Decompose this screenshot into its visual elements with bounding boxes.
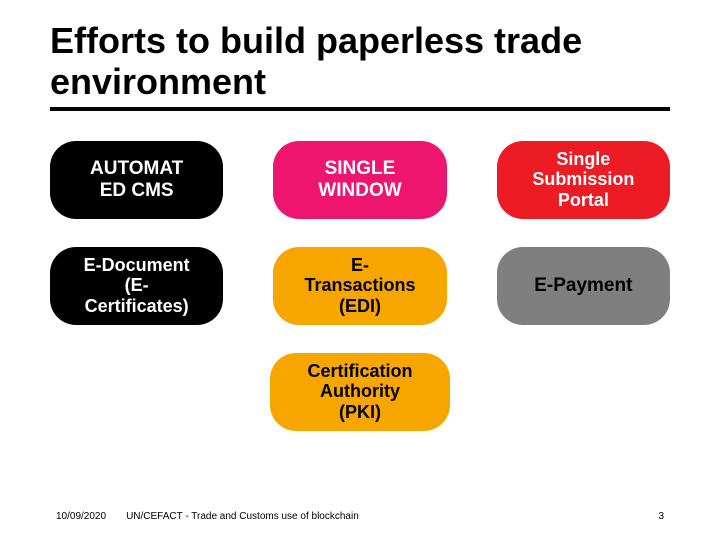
pill-single-window: SINGLEWINDOW — [273, 141, 446, 219]
footer: 10/09/2020 UN/CEFACT - Trade and Customs… — [0, 511, 720, 522]
pill-certification-authority: CertificationAuthority(PKI) — [270, 353, 450, 431]
pill-single-submission-portal: SingleSubmissionPortal — [497, 141, 670, 219]
pill-label: CertificationAuthority(PKI) — [307, 361, 412, 423]
title-underline — [50, 107, 670, 111]
footer-source: UN/CEFACT - Trade and Customs use of blo… — [126, 511, 359, 522]
pill-row-bottom: CertificationAuthority(PKI) — [50, 353, 670, 431]
pill-label: AUTOMATED CMS — [90, 158, 183, 202]
footer-date: 10/09/2020 — [56, 511, 106, 522]
slide: Efforts to build paperless trade environ… — [0, 0, 720, 540]
pill-e-document: E-Document(E-Certificates) — [50, 247, 223, 325]
pill-grid: AUTOMATED CMS SINGLEWINDOW SingleSubmiss… — [50, 141, 670, 325]
slide-title: Efforts to build paperless trade environ… — [50, 20, 670, 103]
pill-label: E-Document(E-Certificates) — [84, 255, 190, 317]
pill-e-transactions: E-Transactions(EDI) — [273, 247, 446, 325]
pill-label: E-Payment — [534, 275, 632, 297]
pill-label: SINGLEWINDOW — [318, 158, 401, 202]
pill-label: E-Transactions(EDI) — [304, 255, 415, 317]
pill-label: SingleSubmissionPortal — [532, 149, 634, 211]
pill-e-payment: E-Payment — [497, 247, 670, 325]
footer-page-number: 3 — [658, 511, 664, 522]
pill-automated-cms: AUTOMATED CMS — [50, 141, 223, 219]
